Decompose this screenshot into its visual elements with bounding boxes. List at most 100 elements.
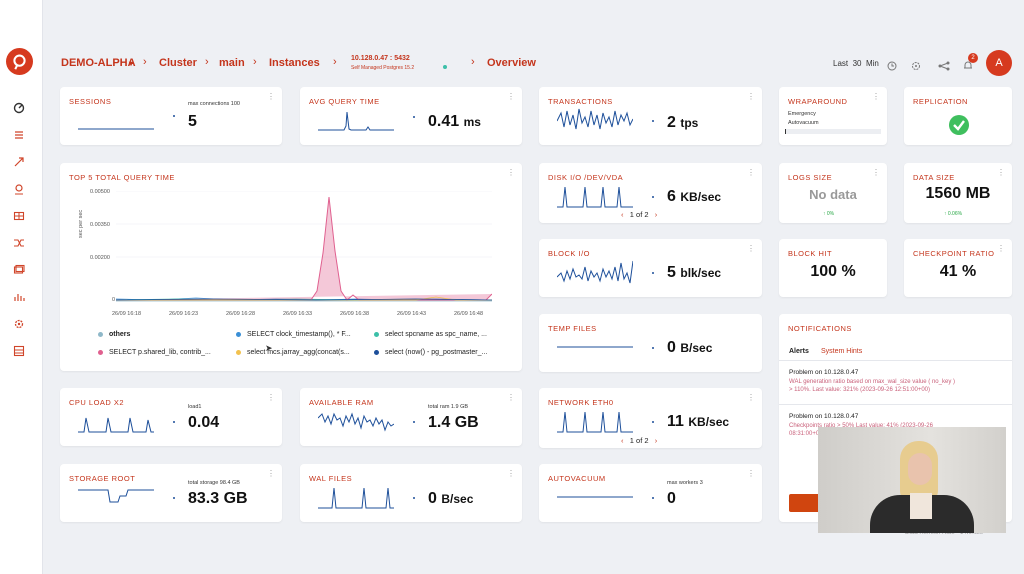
separator-dot bbox=[413, 421, 415, 423]
top-bar: DEMO-ALPHA ▾ › Cluster › main › Instance… bbox=[43, 40, 1024, 86]
shuffle-icon[interactable] bbox=[12, 236, 26, 250]
legend-item-jarray[interactable]: select mcs.jarray_agg(concat(s... bbox=[236, 349, 350, 356]
checkpoint-value: 41 % bbox=[939, 263, 977, 280]
network-value: 11 KB/sec bbox=[667, 413, 729, 431]
rocket-icon[interactable] bbox=[12, 155, 26, 169]
breadcrumb-separator-icon: › bbox=[205, 56, 209, 68]
avg-query-sparkline bbox=[318, 111, 394, 131]
data-size-card: DATA SIZE ⋮ 1560 MB ↑ 0.06% bbox=[904, 163, 1012, 223]
card-menu-icon[interactable]: ⋮ bbox=[507, 92, 515, 101]
card-menu-icon[interactable]: ⋮ bbox=[997, 168, 1005, 177]
autovacuum-value: 0 bbox=[667, 490, 676, 507]
chevron-down-icon[interactable]: ▾ bbox=[129, 59, 134, 68]
y-tick-label: 0 bbox=[112, 297, 116, 303]
separator-dot bbox=[413, 497, 415, 499]
time-range-unit: Min bbox=[865, 59, 879, 68]
prev-page-icon[interactable]: ‹ bbox=[621, 210, 624, 219]
bell-icon[interactable] bbox=[963, 58, 973, 76]
bar-chart-icon[interactable] bbox=[12, 290, 26, 304]
storage-value: 83.3 GB bbox=[188, 490, 248, 508]
legend-item-others[interactable]: others bbox=[98, 331, 130, 338]
card-menu-icon[interactable]: ⋮ bbox=[507, 469, 515, 478]
location-icon[interactable] bbox=[12, 182, 26, 196]
legend-item-spcname[interactable]: select spcname as spc_name, ... bbox=[374, 331, 487, 338]
card-menu-icon[interactable]: ⋮ bbox=[747, 244, 755, 253]
breadcrumb-main[interactable]: main bbox=[219, 57, 245, 69]
x-tick-label: 26/09 16:18 bbox=[112, 311, 142, 317]
clock-icon[interactable] bbox=[887, 58, 897, 76]
card-menu-icon[interactable]: ⋮ bbox=[872, 92, 880, 101]
legend-label: SELECT clock_timestamp(), * F... bbox=[247, 331, 351, 338]
storage-title: STORAGE ROOT bbox=[69, 474, 136, 483]
card-menu-icon[interactable]: ⋮ bbox=[507, 393, 515, 402]
sessions-card: SESSIONS ⋮ max connections 100 5 bbox=[60, 87, 282, 145]
breadcrumb-cluster[interactable]: Cluster bbox=[159, 57, 197, 69]
card-menu-icon[interactable]: ⋮ bbox=[747, 469, 755, 478]
chart-y-label: sec per sec bbox=[78, 209, 84, 238]
series-line-shared-lib bbox=[116, 196, 492, 301]
time-range-selector[interactable]: Last 30 Min bbox=[833, 59, 879, 68]
data-size-value: 1560 MB bbox=[925, 185, 991, 202]
dashboard-icon[interactable] bbox=[12, 101, 26, 115]
separator-dot bbox=[652, 120, 654, 122]
wal-value: 0 B/sec bbox=[428, 490, 473, 508]
network-icon[interactable] bbox=[938, 58, 950, 76]
temp-files-card: TEMP FILES 0 B/sec bbox=[539, 314, 762, 372]
disk-io-title: DISK I/O /DEV/VDA bbox=[548, 173, 624, 182]
replication-card: REPLICATION bbox=[904, 87, 1012, 145]
list-icon[interactable] bbox=[12, 344, 26, 358]
settings-icon[interactable] bbox=[911, 58, 921, 76]
card-menu-icon[interactable]: ⋮ bbox=[507, 168, 515, 177]
legend-dot bbox=[374, 350, 379, 355]
sessions-subtitle: max connections 100 bbox=[188, 101, 240, 107]
folders-icon[interactable] bbox=[12, 263, 26, 277]
legend-item-shared-lib[interactable]: SELECT p.shared_lib, contrib_... bbox=[98, 349, 211, 356]
notification-head[interactable]: Problem on 10.128.0.47 bbox=[789, 369, 859, 376]
top5-title: TOP 5 TOTAL QUERY TIME bbox=[69, 173, 175, 182]
grid-icon[interactable] bbox=[12, 209, 26, 223]
wraparound-card: WRAPAROUND ⋮ Emergency Autovacuum bbox=[779, 87, 887, 145]
gear-icon[interactable] bbox=[12, 317, 26, 331]
card-menu-icon[interactable]: ⋮ bbox=[997, 244, 1005, 253]
logs-size-title: LOGS SIZE bbox=[788, 173, 833, 182]
app-logo[interactable] bbox=[6, 48, 33, 75]
wal-number: 0 bbox=[428, 490, 437, 507]
avg-query-title: AVG QUERY TIME bbox=[309, 97, 380, 106]
card-menu-icon[interactable]: ⋮ bbox=[747, 92, 755, 101]
breadcrumb-overview[interactable]: Overview bbox=[487, 57, 536, 69]
x-tick-label: 26/09 16:48 bbox=[454, 311, 484, 317]
breadcrumb-instances[interactable]: Instances bbox=[269, 57, 320, 69]
notification-head[interactable]: Problem on 10.128.0.47 bbox=[789, 413, 859, 420]
tab-alerts[interactable]: Alerts bbox=[789, 348, 809, 355]
tab-system-hints[interactable]: System Hints bbox=[821, 348, 863, 355]
block-hit-card: BLOCK HIT 100 % bbox=[779, 239, 887, 297]
card-menu-icon[interactable]: ⋮ bbox=[267, 393, 275, 402]
network-pager-label: 1 of 2 bbox=[629, 436, 649, 445]
legend-item-clock[interactable]: SELECT clock_timestamp(), * F... bbox=[236, 331, 351, 338]
block-io-card: BLOCK I/O ⋮ 5 blk/sec bbox=[539, 239, 762, 297]
next-page-icon[interactable]: › bbox=[654, 210, 658, 219]
sessions-title: SESSIONS bbox=[69, 97, 112, 106]
prev-page-icon[interactable]: ‹ bbox=[621, 436, 624, 445]
autovacuum-card: AUTOVACUUM ⋮ max workers 3 0 bbox=[539, 464, 762, 522]
card-menu-icon[interactable]: ⋮ bbox=[747, 393, 755, 402]
card-menu-icon[interactable]: ⋮ bbox=[747, 168, 755, 177]
card-menu-icon[interactable]: ⋮ bbox=[267, 469, 275, 478]
top5-chart-plot bbox=[116, 191, 492, 302]
notification-line: Checkpoints ratio > 50% Last value: 41% … bbox=[789, 423, 933, 429]
top5-query-time-card: TOP 5 TOTAL QUERY TIME ⋮ sec per sec 0.0… bbox=[60, 163, 522, 371]
sliders-icon[interactable] bbox=[12, 128, 26, 142]
card-menu-icon[interactable]: ⋮ bbox=[872, 168, 880, 177]
breadcrumb-cluster-name[interactable]: DEMO-ALPHA bbox=[61, 57, 136, 69]
legend-item-now[interactable]: select (now() - pg_postmaster_... bbox=[374, 349, 487, 356]
breadcrumb-host[interactable]: 10.128.0.47 : 5432 bbox=[351, 55, 410, 62]
legend-label: select mcs.jarray_agg(concat(s... bbox=[247, 349, 350, 356]
ram-number: 1.4 bbox=[428, 414, 451, 431]
next-page-icon[interactable]: › bbox=[654, 436, 658, 445]
user-avatar[interactable]: A bbox=[986, 50, 1012, 76]
network-unit: KB/sec bbox=[688, 415, 730, 429]
card-menu-icon[interactable]: ⋮ bbox=[267, 92, 275, 101]
host-subtitle: Self Managed Postgres 15.2 bbox=[351, 65, 415, 71]
network-sparkline bbox=[557, 411, 633, 433]
x-tick-label: 26/09 16:38 bbox=[340, 311, 370, 317]
